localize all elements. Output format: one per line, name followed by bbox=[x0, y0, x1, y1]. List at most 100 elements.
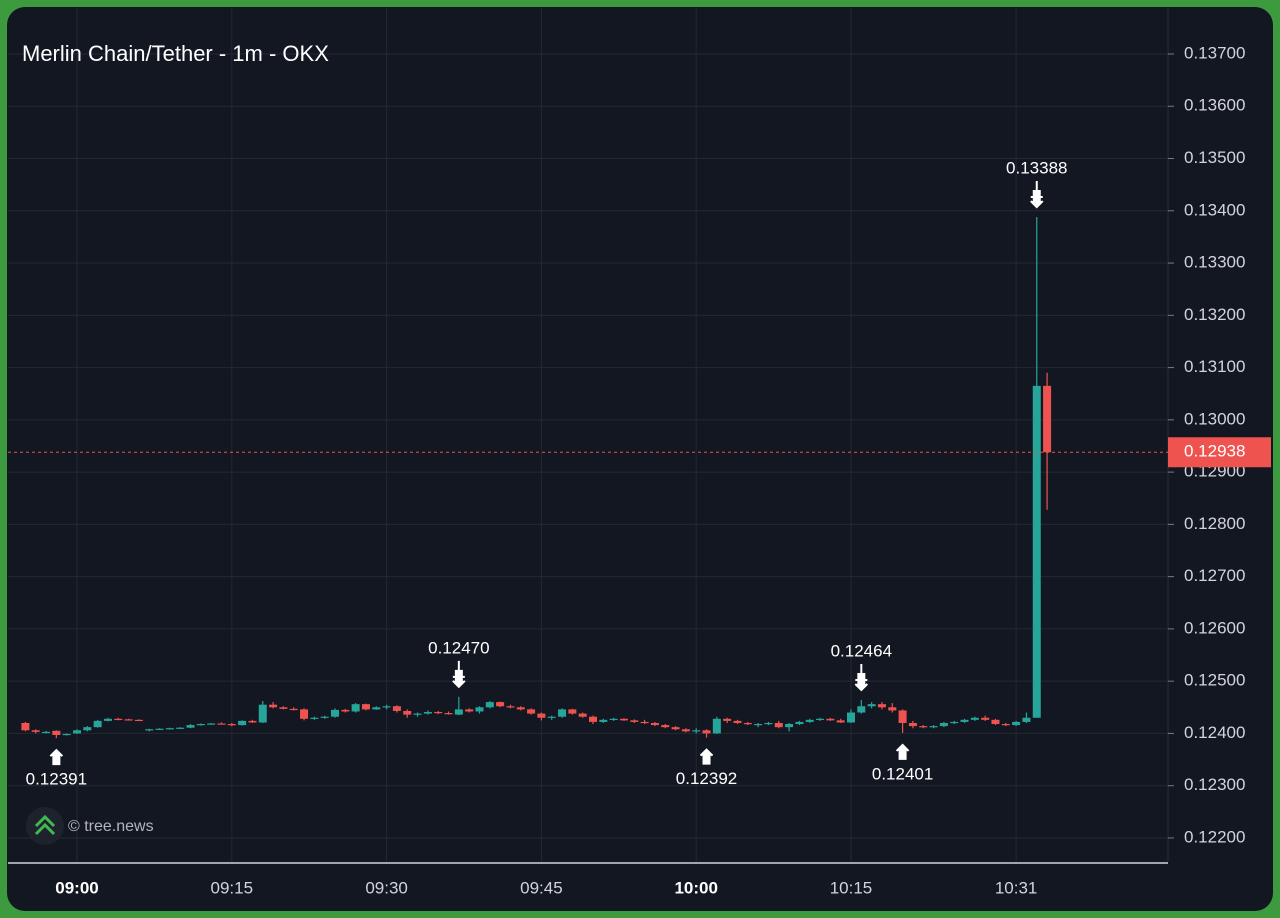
candle-body bbox=[454, 709, 463, 715]
panel bbox=[7, 7, 1273, 911]
candle-body bbox=[733, 720, 742, 723]
candle-body bbox=[857, 706, 866, 713]
candle-body bbox=[826, 718, 835, 721]
candle-body bbox=[279, 707, 288, 709]
candle-body bbox=[805, 719, 814, 722]
candle-body bbox=[712, 718, 721, 734]
candle-body bbox=[609, 718, 618, 720]
candle-body bbox=[114, 718, 123, 720]
candle-body bbox=[227, 724, 236, 726]
candle-body bbox=[392, 706, 401, 711]
y-tick-label: 0.12600 bbox=[1184, 618, 1245, 637]
candle-body bbox=[341, 709, 350, 712]
candle-body bbox=[382, 706, 391, 708]
candle-body bbox=[269, 704, 278, 708]
candle-body bbox=[83, 727, 92, 731]
candle-body bbox=[465, 709, 474, 712]
candle-body bbox=[537, 713, 546, 718]
candle-body bbox=[73, 730, 81, 734]
high-label: 0.12464 bbox=[831, 641, 892, 660]
candle-body bbox=[31, 730, 40, 732]
candle-body bbox=[619, 718, 628, 721]
y-tick-label: 0.13200 bbox=[1184, 305, 1245, 324]
candle-body bbox=[578, 713, 587, 717]
candle-body bbox=[103, 718, 112, 721]
candle-body bbox=[764, 722, 773, 725]
x-tick-label: 10:15 bbox=[830, 878, 873, 897]
candle-body bbox=[485, 702, 494, 708]
candle-body bbox=[692, 730, 701, 732]
candle-body bbox=[248, 720, 257, 723]
high-arrow bbox=[452, 660, 466, 689]
candle-body bbox=[403, 710, 412, 715]
low-arrow bbox=[49, 748, 64, 766]
low-label: 0.12391 bbox=[26, 770, 87, 789]
candle-body bbox=[836, 720, 845, 723]
candle-body bbox=[919, 726, 928, 728]
last-price-box bbox=[1168, 437, 1271, 468]
candle-body bbox=[434, 712, 443, 714]
candle-body bbox=[186, 725, 195, 728]
candle-body bbox=[331, 709, 339, 717]
candle-body bbox=[867, 704, 876, 707]
x-tick-label: 09:00 bbox=[55, 878, 98, 897]
y-tick-label: 0.12400 bbox=[1184, 723, 1245, 742]
low-arrow bbox=[895, 743, 910, 760]
y-tick-label: 0.13000 bbox=[1184, 409, 1245, 428]
candle-body bbox=[558, 709, 567, 717]
watermark: © tree.news bbox=[68, 818, 154, 835]
candle-body bbox=[310, 717, 319, 719]
candle-body bbox=[361, 704, 370, 710]
candle-body bbox=[1043, 385, 1052, 453]
candle-body bbox=[207, 723, 216, 725]
x-tick-label: 10:00 bbox=[674, 878, 717, 897]
y-tick-label: 0.13700 bbox=[1184, 43, 1245, 62]
candle-body bbox=[568, 709, 577, 714]
candle-body bbox=[258, 704, 267, 723]
y-tick-label: 0.13600 bbox=[1184, 96, 1245, 115]
candle-body bbox=[640, 721, 649, 724]
candle-body bbox=[898, 710, 907, 723]
candle-body bbox=[145, 729, 154, 731]
high-label: 0.12470 bbox=[428, 638, 489, 657]
candle-body bbox=[599, 719, 608, 722]
candle-body bbox=[671, 727, 680, 730]
last-price-label: 0.12938 bbox=[1184, 442, 1245, 461]
candle-body bbox=[155, 728, 164, 730]
candle-body bbox=[702, 730, 711, 734]
candle-body bbox=[908, 722, 917, 727]
candle-body bbox=[527, 709, 536, 714]
candle-body bbox=[1001, 724, 1010, 726]
candle-body bbox=[589, 716, 597, 722]
candle-body bbox=[681, 729, 690, 732]
x-tick-label: 09:30 bbox=[365, 878, 408, 897]
candle-body bbox=[176, 727, 185, 729]
candle-body bbox=[723, 718, 732, 721]
candle-body bbox=[630, 720, 639, 722]
candle-body bbox=[1022, 717, 1031, 722]
candle-body bbox=[300, 709, 309, 719]
x-tick-label: 09:45 bbox=[520, 878, 563, 897]
y-tick-label: 0.13400 bbox=[1184, 200, 1245, 219]
y-tick-label: 0.12500 bbox=[1184, 671, 1245, 690]
low-arrow bbox=[699, 748, 714, 765]
candle-body bbox=[650, 722, 659, 726]
candle-body bbox=[816, 718, 825, 720]
y-tick-label: 0.13100 bbox=[1184, 357, 1245, 376]
candle-body bbox=[93, 720, 102, 728]
candle-body bbox=[888, 707, 897, 711]
candle-body bbox=[506, 706, 515, 708]
candle-body bbox=[351, 704, 360, 712]
candle-body bbox=[1032, 385, 1041, 718]
candle-body bbox=[475, 707, 484, 712]
y-tick-label: 0.12200 bbox=[1184, 827, 1245, 846]
low-label: 0.12392 bbox=[676, 769, 737, 788]
candle-body bbox=[165, 728, 174, 730]
candle-body bbox=[52, 730, 61, 735]
candle-body bbox=[547, 716, 556, 718]
candle-body bbox=[320, 716, 329, 718]
candle-body bbox=[970, 717, 979, 720]
y-tick-label: 0.13500 bbox=[1184, 148, 1245, 167]
y-tick-label: 0.12700 bbox=[1184, 566, 1245, 585]
